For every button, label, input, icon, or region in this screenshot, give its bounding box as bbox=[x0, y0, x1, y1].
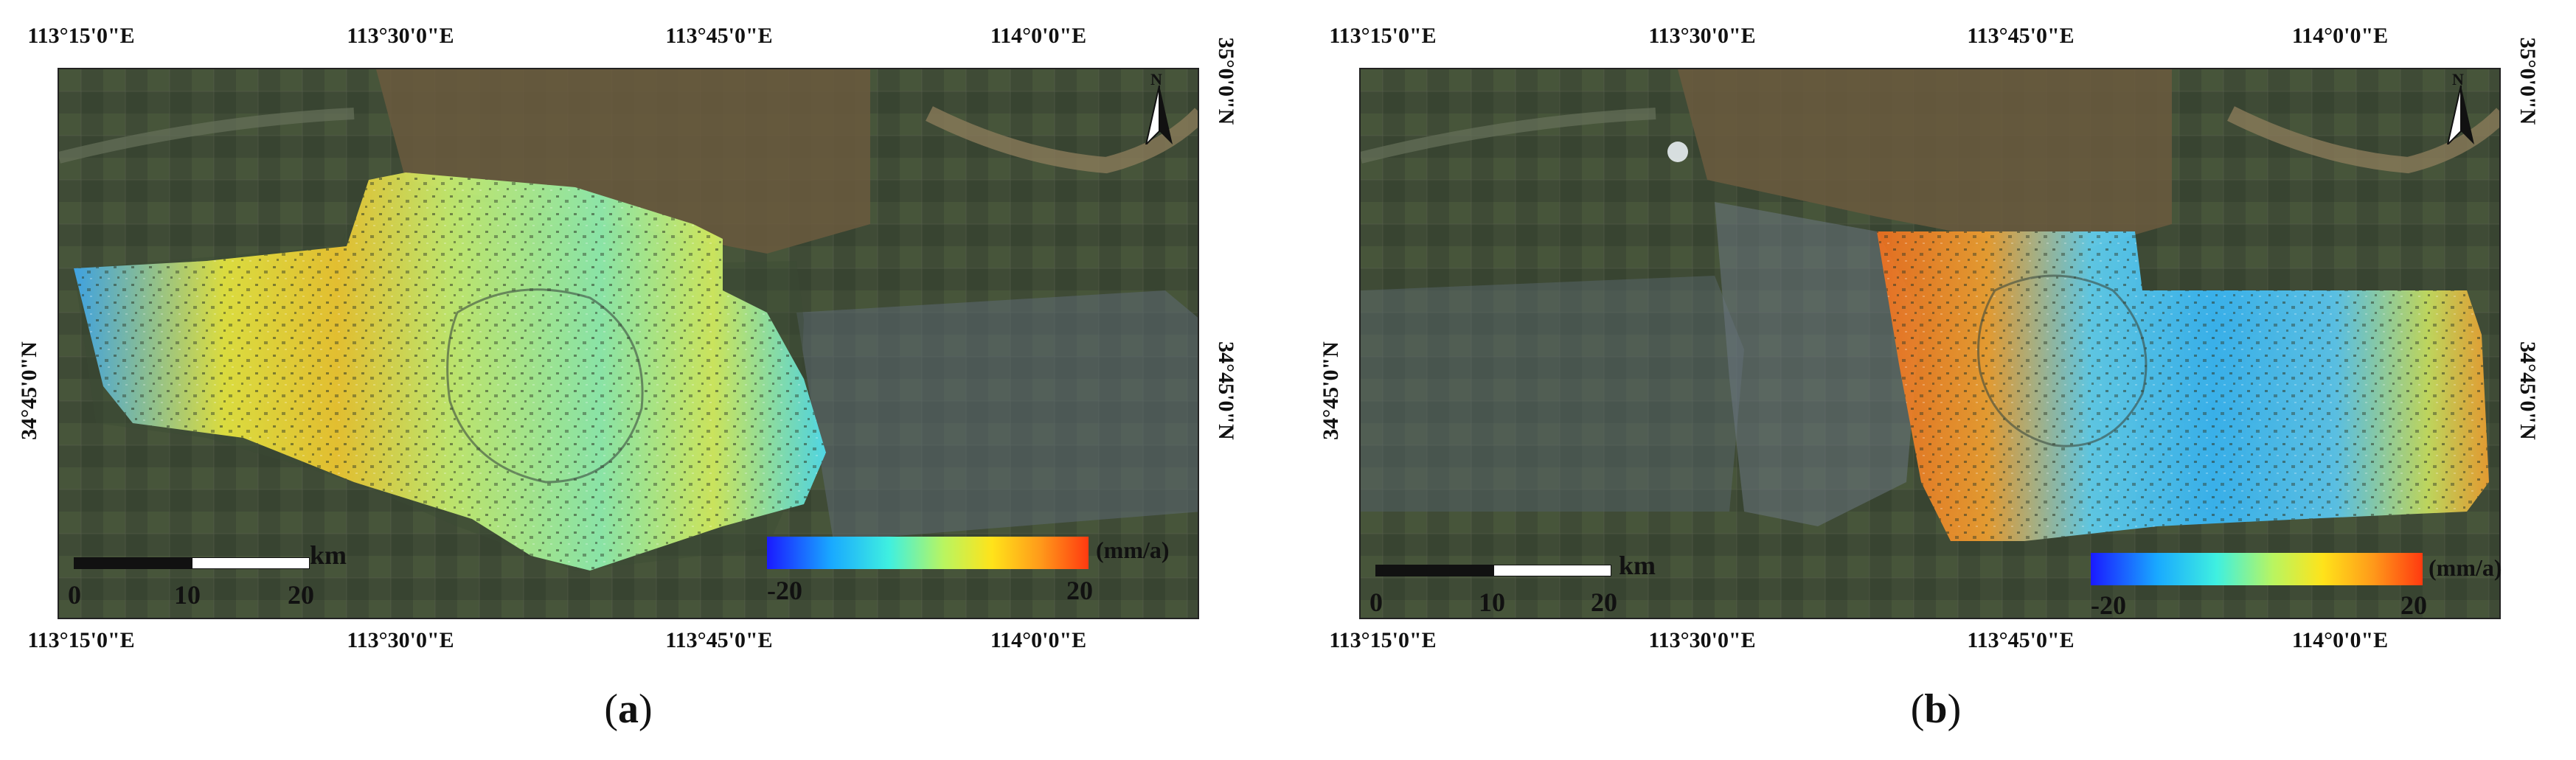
lon-tick-bottom: 113°30'0"E bbox=[347, 628, 454, 652]
satellite-map bbox=[1359, 68, 2501, 619]
scale-label: 10 bbox=[1479, 588, 1505, 617]
scale-label: 0 bbox=[68, 580, 81, 610]
map-panel-b: 113°15'0"E 113°30'0"E 113°45'0"E 114°0'0… bbox=[1302, 0, 2576, 760]
lon-tick-bottom: 113°15'0"E bbox=[1329, 628, 1437, 652]
lat-tick-right: 34°45'0"N bbox=[1214, 341, 1238, 440]
scale-label: 20 bbox=[288, 580, 314, 610]
colorbar-max: 20 bbox=[2400, 590, 2427, 620]
lat-tick-left: 34°45'0"N bbox=[17, 341, 41, 440]
scale-label: 10 bbox=[174, 580, 201, 610]
river bbox=[2227, 106, 2499, 174]
north-arrow-icon bbox=[1145, 86, 1173, 144]
panel-caption: (b) bbox=[1910, 686, 1962, 732]
lon-tick-top: 113°15'0"E bbox=[1329, 24, 1437, 48]
lon-tick-bottom: 114°0'0"E bbox=[990, 628, 1087, 652]
lon-tick-bottom: 113°45'0"E bbox=[1967, 628, 2075, 652]
farmland-patch bbox=[1678, 69, 2172, 254]
farmland-patch bbox=[376, 69, 870, 254]
colorbar-min: -20 bbox=[2091, 590, 2126, 620]
north-arrow-icon bbox=[2446, 86, 2474, 144]
map-panel-a: 113°15'0"E 113°30'0"E 113°45'0"E 114°0'0… bbox=[0, 0, 1283, 760]
urban-area bbox=[1361, 276, 1744, 512]
scale-label: 20 bbox=[1591, 588, 1617, 617]
lon-tick-top: 113°45'0"E bbox=[665, 24, 773, 48]
lat-tick-right: 34°45'0"N bbox=[2516, 341, 2540, 440]
scale-unit: km bbox=[1619, 551, 1656, 580]
lon-tick-top: 113°45'0"E bbox=[1967, 24, 2075, 48]
scale-label: 0 bbox=[1369, 588, 1383, 617]
lon-tick-bottom: 114°0'0"E bbox=[2291, 628, 2389, 652]
deformation-overlay bbox=[74, 172, 826, 571]
lat-tick-left: 34°45'0"N bbox=[1319, 341, 1343, 440]
lon-tick-top: 114°0'0"E bbox=[2291, 24, 2389, 48]
lon-tick-top: 113°15'0"E bbox=[27, 24, 135, 48]
colorbar-min: -20 bbox=[767, 576, 802, 605]
urban-area bbox=[796, 290, 1198, 541]
ring-road bbox=[1977, 274, 2148, 447]
ring-road bbox=[446, 288, 644, 484]
lat-tick-right: 35°0'0"N bbox=[1214, 37, 1238, 125]
colorbar-unit: (mm/a) bbox=[1096, 537, 1170, 563]
lon-tick-top: 113°30'0"E bbox=[1648, 24, 1756, 48]
lat-tick-right: 35°0'0"N bbox=[2516, 37, 2540, 125]
lon-tick-top: 114°0'0"E bbox=[990, 24, 1087, 48]
panel-caption: (a) bbox=[604, 686, 653, 732]
lon-tick-bottom: 113°30'0"E bbox=[1648, 628, 1756, 652]
lon-tick-bottom: 113°45'0"E bbox=[665, 628, 773, 652]
colorbar-unit: (mm/a) bbox=[2429, 554, 2502, 581]
north-label: N bbox=[1150, 70, 1162, 88]
colorbar-max: 20 bbox=[1066, 576, 1093, 605]
river bbox=[926, 106, 1198, 174]
scale-unit: km bbox=[310, 540, 347, 570]
lon-tick-top: 113°30'0"E bbox=[347, 24, 454, 48]
deformation-overlay bbox=[1877, 231, 2489, 541]
lon-tick-bottom: 113°15'0"E bbox=[27, 628, 135, 652]
north-label: N bbox=[2452, 70, 2464, 88]
satellite-map bbox=[58, 68, 1199, 619]
